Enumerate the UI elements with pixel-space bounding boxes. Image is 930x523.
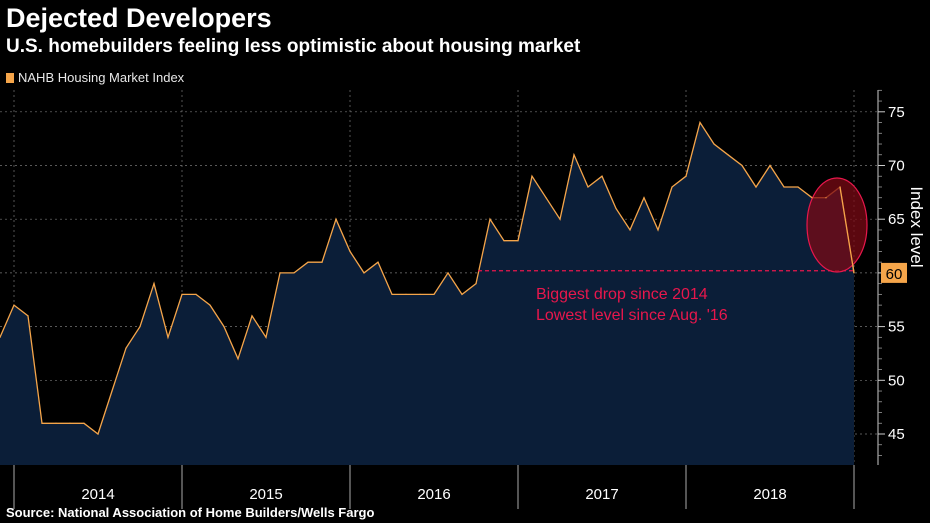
data-point	[209, 304, 211, 306]
data-point	[237, 358, 239, 360]
data-point	[447, 272, 449, 274]
last-value-label: 60	[886, 266, 903, 283]
x-tick-label: 2017	[585, 486, 618, 503]
data-point	[41, 422, 43, 424]
data-point	[489, 218, 491, 220]
data-point	[769, 164, 771, 167]
data-point	[83, 422, 85, 424]
annotation-biggest-drop: Biggest drop since 2014	[536, 286, 708, 303]
data-point	[797, 186, 799, 188]
data-point	[0, 336, 1, 338]
data-point	[195, 293, 197, 295]
data-point	[279, 272, 281, 274]
data-point	[587, 186, 589, 188]
x-ticks: 2014 2015 2016 2017 2018	[13, 465, 855, 509]
chart-subtitle: U.S. homebuilders feeling less optimisti…	[6, 36, 581, 57]
legend-swatch	[6, 73, 14, 83]
data-point	[69, 422, 71, 424]
highlight-bubble	[806, 177, 868, 273]
data-point	[97, 433, 99, 435]
data-point	[755, 186, 757, 188]
data-point	[559, 218, 561, 220]
data-point	[615, 207, 617, 210]
data-point	[363, 272, 365, 274]
data-point	[307, 261, 309, 263]
legend: NAHB Housing Market Index	[6, 70, 184, 86]
data-point	[377, 261, 379, 263]
x-tick-label: 2014	[81, 486, 114, 503]
data-point	[461, 293, 463, 295]
data-line-last-segment	[839, 186, 855, 274]
x-tick-label: 2016	[417, 486, 450, 503]
data-point	[223, 326, 225, 328]
legend-label: NAHB Housing Market Index	[18, 70, 185, 85]
last-value-box	[881, 262, 907, 283]
data-point	[335, 218, 337, 220]
data-point	[321, 261, 323, 263]
data-point	[643, 197, 645, 199]
data-point	[783, 186, 785, 188]
y-axis-label: Index level	[907, 186, 926, 267]
data-point	[13, 304, 15, 306]
data-point	[531, 175, 533, 177]
data-point	[153, 283, 155, 285]
data-point	[685, 175, 687, 177]
x-tick-label: 2018	[753, 486, 786, 503]
data-point	[55, 422, 57, 424]
data-point	[125, 347, 127, 349]
chart-title: Dejected Developers	[6, 3, 272, 33]
last-value-marker: 60	[881, 262, 907, 283]
data-point	[27, 315, 29, 317]
source-note: Source: National Association of Home Bui…	[6, 505, 375, 520]
data-point	[419, 293, 421, 295]
data-point	[111, 390, 113, 392]
data-point	[825, 197, 827, 199]
y-tick-label: 45	[888, 426, 905, 443]
data-point	[475, 283, 477, 285]
data-point	[601, 175, 603, 177]
data-point	[139, 326, 141, 328]
data-point	[573, 154, 575, 156]
y-tick-label: 75	[888, 104, 905, 121]
annotation-lowest-level: Lowest level since Aug. '16	[536, 307, 728, 324]
data-point	[433, 293, 435, 295]
data-point	[167, 336, 169, 338]
data-point	[657, 229, 659, 231]
data-point	[727, 154, 729, 156]
y-tick-label: 65	[888, 211, 905, 228]
y-tick-label: 55	[888, 319, 905, 336]
data-point	[405, 293, 407, 295]
x-tick-label: 2015	[249, 486, 282, 503]
data-point	[545, 197, 547, 199]
data-point	[713, 143, 715, 145]
y-tick-label: 50	[888, 372, 905, 389]
data-point	[741, 164, 743, 167]
data-point	[265, 336, 267, 338]
y-tick-label: 70	[888, 158, 905, 175]
data-point	[517, 240, 519, 242]
data-point	[181, 293, 183, 295]
data-point	[699, 121, 701, 124]
data-point	[349, 250, 351, 253]
data-point	[391, 293, 393, 295]
data-point	[251, 315, 253, 317]
data-point	[503, 240, 505, 242]
data-point	[811, 197, 813, 199]
data-marks	[0, 121, 855, 435]
data-point	[629, 229, 631, 231]
data-line	[0, 120, 855, 436]
y-ticks: 45 50 55 65 70 75	[878, 89, 905, 456]
data-point	[671, 186, 673, 188]
data-point	[293, 272, 295, 274]
data-area	[0, 122, 854, 465]
